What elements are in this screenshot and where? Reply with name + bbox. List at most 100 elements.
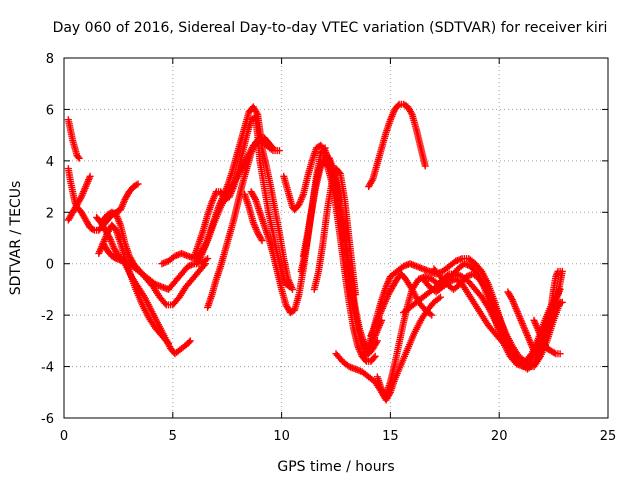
plot-frame: [63, 57, 609, 419]
data-point: [209, 189, 220, 204]
series-arc5: [95, 221, 172, 347]
data-point: [261, 185, 272, 214]
data-point: [127, 261, 138, 272]
data-point: [120, 258, 132, 267]
series-arc17: [332, 293, 444, 404]
data-point: [379, 387, 389, 398]
data-point: [179, 341, 190, 351]
x-tick-label: 10: [273, 429, 290, 444]
data-point: [468, 264, 480, 276]
series-arc23: [430, 265, 566, 365]
data-point: [150, 285, 163, 299]
data-point: [353, 366, 364, 375]
x-tick-label: 20: [491, 429, 508, 444]
data-point: [345, 236, 357, 278]
data-point: [352, 291, 360, 299]
data-point: [204, 292, 215, 310]
x-axis-label: GPS time / hours: [277, 459, 394, 475]
data-point: [74, 153, 82, 161]
data-point: [403, 277, 415, 292]
series-arc20: [367, 270, 436, 340]
data-point: [250, 104, 261, 117]
data-point: [549, 348, 558, 357]
data-point: [447, 258, 458, 269]
data-point: [408, 260, 419, 270]
data-point: [360, 369, 371, 380]
data-point: [261, 135, 271, 146]
data-points: [64, 100, 566, 404]
data-point: [204, 255, 212, 263]
data-point: [190, 269, 202, 282]
chart-title: Day 060 of 2016, Sidereal Day-to-day VTE…: [53, 20, 608, 36]
data-point: [459, 282, 472, 297]
data-point: [366, 346, 376, 356]
data-point: [317, 153, 328, 168]
data-point: [109, 253, 119, 262]
data-point: [222, 233, 233, 253]
data-point: [453, 255, 465, 264]
data-point: [479, 313, 491, 328]
data-point: [540, 338, 550, 351]
data-point: [370, 328, 381, 343]
data-point: [133, 287, 146, 307]
data-point: [166, 253, 177, 264]
data-point: [516, 354, 528, 364]
data-point: [131, 181, 141, 190]
data-point: [213, 264, 224, 281]
data-point: [288, 307, 297, 316]
data-point: [198, 243, 209, 258]
data-point: [98, 220, 108, 233]
data-point: [398, 347, 411, 366]
data-point: [217, 249, 228, 268]
data-point: [300, 174, 311, 196]
data-point: [392, 102, 402, 112]
data-point: [447, 270, 458, 278]
data-point: [438, 274, 450, 287]
data-point: [383, 274, 394, 289]
data-point: [83, 218, 93, 230]
data-point: [479, 295, 491, 310]
y-tick-label: 0: [46, 258, 54, 273]
x-tick-label: 5: [169, 429, 177, 444]
data-point: [466, 256, 478, 266]
data-point: [246, 104, 256, 115]
data-point: [276, 231, 287, 260]
data-point: [466, 279, 478, 292]
data-point: [371, 352, 379, 360]
data-point: [283, 281, 293, 290]
data-point: [374, 318, 385, 333]
data-point: [503, 331, 515, 348]
data-point: [172, 272, 184, 284]
data-point: [462, 260, 473, 270]
data-point: [414, 294, 425, 305]
data-point: [492, 318, 504, 335]
data-point: [135, 285, 147, 299]
data-point: [133, 266, 145, 277]
data-point: [117, 197, 128, 212]
data-point: [518, 318, 529, 333]
data-point: [300, 231, 311, 258]
data-point: [250, 220, 261, 235]
data-point: [531, 318, 542, 333]
data-point: [558, 298, 566, 306]
data-point: [464, 271, 475, 280]
data-point: [157, 295, 169, 307]
data-point: [173, 250, 184, 259]
data-point: [148, 308, 161, 325]
data-point: [209, 277, 220, 297]
data-point: [385, 284, 396, 297]
data-point: [314, 142, 323, 151]
data-point: [70, 202, 80, 215]
data-point: [226, 184, 237, 199]
data-point: [486, 323, 498, 336]
data-point: [186, 253, 197, 262]
data-point: [271, 208, 283, 235]
data-point: [427, 268, 438, 277]
x-tick-label: 25: [600, 429, 617, 444]
data-point: [170, 295, 182, 307]
y-tick-label: -6: [41, 412, 54, 427]
series-arc11: [191, 113, 294, 291]
data-point: [340, 359, 351, 369]
data-point: [509, 297, 520, 312]
data-point: [319, 208, 331, 245]
